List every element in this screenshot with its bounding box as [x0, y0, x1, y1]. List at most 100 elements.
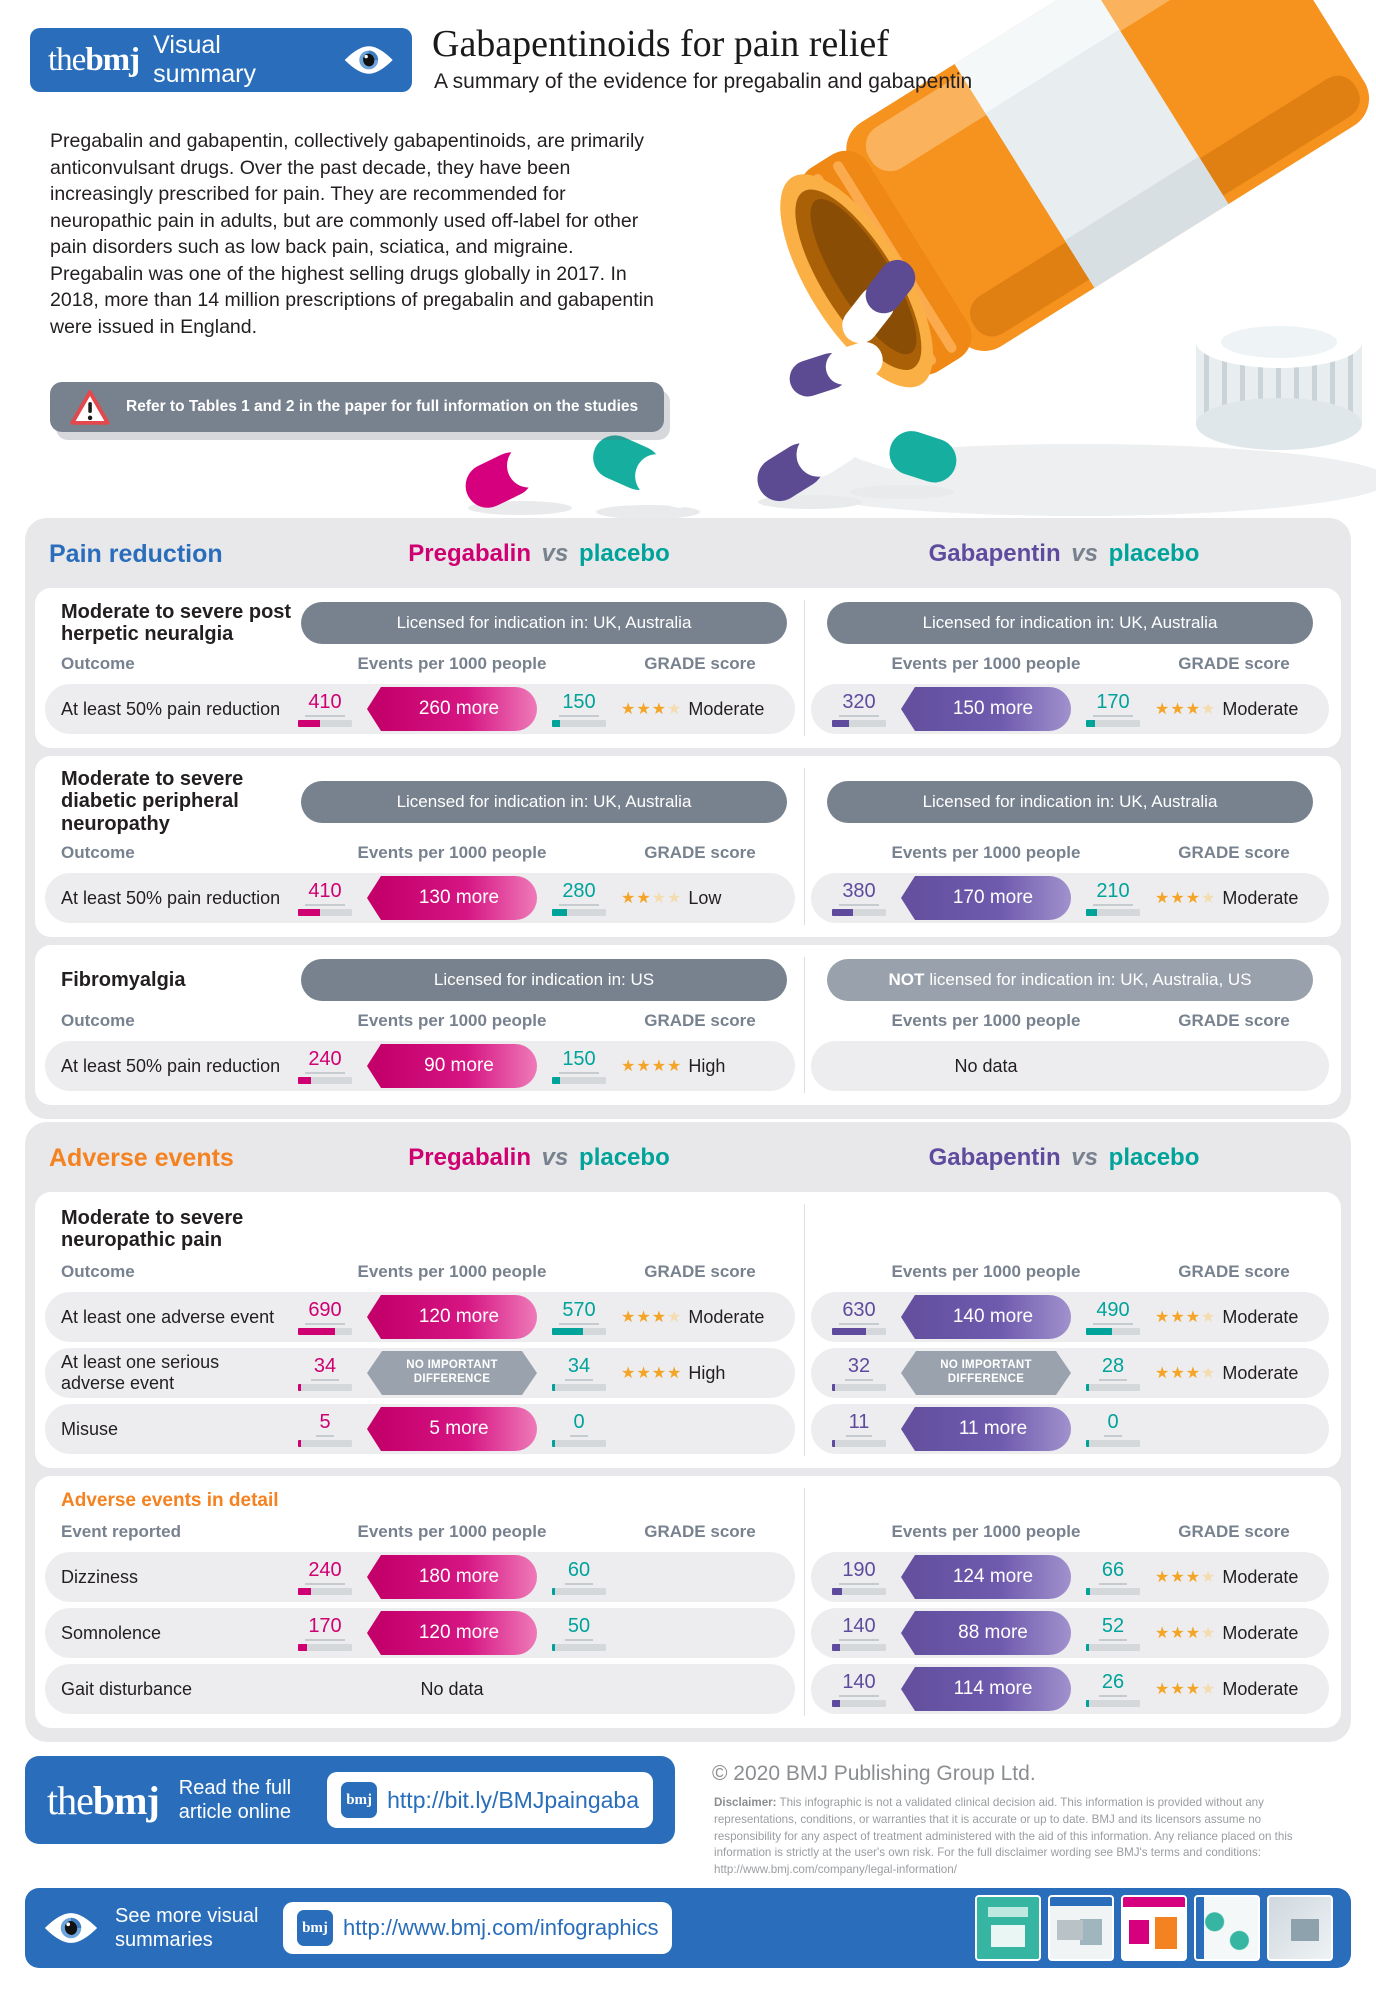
placebo-events-value: 26 — [1081, 1671, 1145, 1707]
bmj-badge-icon: bmj — [297, 1910, 333, 1946]
no-data-label: No data — [954, 1055, 1018, 1076]
drug-events-value: 320 — [827, 691, 891, 727]
star-rating: ★★★★ — [621, 1365, 683, 1382]
warning-text: Refer to Tables 1 and 2 in the paper for… — [126, 398, 639, 415]
article-url-text: http://bit.ly/BMJpaingaba — [387, 1786, 639, 1813]
table-row: Dizziness 240 180 more 60 190 124 more 6… — [45, 1552, 1331, 1602]
copyright-notice: © 2020 BMJ Publishing Group Ltd. — [712, 1762, 1036, 1785]
placebo-events-value: 60 — [547, 1559, 611, 1595]
column-header-events: Events per 1000 people — [891, 1522, 1081, 1541]
grade-score: ★★★★ High — [621, 1362, 726, 1383]
see-more-banner: See more visual summaries bmj http://www… — [25, 1888, 1351, 1968]
column-header-grade: GRADE score — [644, 1522, 756, 1541]
infographic-thumbnail[interactable] — [1121, 1895, 1187, 1961]
condition-card-diabetic-peripheral-neuropathy: Moderate to severe diabetic peripheral n… — [35, 756, 1341, 938]
placebo-events-value: 570 — [547, 1299, 611, 1335]
drug-events-value: 170 — [293, 1615, 357, 1651]
bmj-logo: thebmj — [48, 41, 140, 78]
condition-card-fibromyalgia: Fibromyalgia Licensed for indication in:… — [35, 945, 1341, 1106]
condition-card-post-herpetic-neuralgia: Moderate to severe post herpetic neuralg… — [35, 588, 1341, 748]
outcome-label: At least 50% pain reduction — [61, 1055, 281, 1076]
infographic-thumbnail[interactable] — [975, 1895, 1041, 1961]
warning-triangle-icon — [70, 389, 110, 425]
no-data-label: No data — [420, 1678, 484, 1699]
intro-paragraph: Pregabalin and gabapentin, collectively … — [50, 130, 654, 338]
column-header-events: Events per 1000 people — [357, 1262, 547, 1281]
bottle-body — [846, 0, 1370, 351]
table-row: At least 50% pain reduction 410 260 more… — [45, 684, 1331, 734]
column-header-events: Events per 1000 people — [357, 654, 547, 673]
eye-icon — [44, 1913, 98, 1943]
drug-events-value: 410 — [293, 691, 357, 727]
effect-arrow: 120 more — [367, 1611, 537, 1655]
placebo-events-value: 66 — [1081, 1559, 1145, 1595]
drug-events-value: 190 — [827, 1559, 891, 1595]
outcome-label: Misuse — [61, 1418, 119, 1439]
effect-arrow: 114 more — [901, 1667, 1071, 1711]
license-badge: Licensed for indication in: UK, Australi… — [301, 780, 787, 823]
effect-arrow: 5 more — [367, 1407, 537, 1451]
effect-arrow: 11 more — [901, 1407, 1071, 1451]
star-rating: ★★★★ — [1155, 890, 1217, 908]
disclaimer-text: Disclaimer: This infographic is not a va… — [714, 1796, 1293, 1877]
column-header-grade: GRADE score — [1178, 1522, 1290, 1541]
license-badge: Licensed for indication in: UK, Australi… — [827, 780, 1313, 823]
grade-score: ★★★★ Moderate — [1155, 1678, 1299, 1699]
star-rating: ★★★★ — [621, 890, 683, 908]
section-title-pain-reduction: Pain reduction — [49, 539, 223, 568]
placebo-events-value: 0 — [547, 1411, 611, 1447]
drug-events-value: 240 — [293, 1559, 357, 1595]
adverse-events-section: Adverse events Pregabalin vs placebo Gab… — [25, 1122, 1351, 1742]
infographic-thumbnail[interactable] — [1194, 1895, 1260, 1961]
grade-score: ★★★★ Moderate — [1155, 698, 1299, 719]
table-row: At least 50% pain reduction 240 90 more … — [45, 1041, 1331, 1092]
column-header-grade: GRADE score — [1178, 1011, 1290, 1031]
column-header-events: Events per 1000 people — [357, 1522, 547, 1541]
page-title: Gabapentinoids for pain relief — [432, 23, 889, 65]
effect-arrow: 170 more — [901, 876, 1071, 921]
grade-score: ★★★★ Moderate — [1155, 1566, 1299, 1587]
effect-arrow: 90 more — [367, 1044, 537, 1089]
grade-score: ★★★★ Moderate — [1155, 1622, 1299, 1643]
outcome-label: At least 50% pain reduction — [61, 887, 281, 908]
adverse-events-card: Moderate to severe neuropathic pain Outc… — [35, 1192, 1341, 1468]
pregabalin-vs-placebo-header: Pregabalin vs placebo — [408, 540, 670, 567]
grade-score: ★★★★ High — [621, 1055, 726, 1076]
placebo-events-value: 150 — [547, 1048, 611, 1085]
article-url-link[interactable]: bmj http://bit.ly/BMJpaingaba — [327, 1772, 653, 1828]
column-header-events: Events per 1000 people — [891, 654, 1081, 673]
effect-arrow: 180 more — [367, 1555, 537, 1599]
bmj-brand-banner: thebmj Visual summary — [30, 28, 412, 92]
column-header-events: Events per 1000 people — [891, 843, 1081, 863]
drug-events-value: 11 — [827, 1411, 891, 1447]
bottle-cap — [1196, 316, 1362, 450]
effect-arrow: 260 more — [367, 687, 537, 731]
infographic-thumbnail[interactable] — [1048, 1895, 1114, 1961]
infographic-thumbnail[interactable] — [1267, 1895, 1333, 1961]
outcome-label: At least 50% pain reduction — [61, 698, 281, 719]
drug-events-value: 140 — [827, 1671, 891, 1707]
effect-arrow: 140 more — [901, 1295, 1071, 1339]
capsule-icon — [465, 433, 573, 508]
visual-summary-label: Visual summary — [153, 31, 256, 88]
grade-score: ★★★★ Moderate — [1155, 1362, 1299, 1383]
column-header-events: Events per 1000 people — [891, 1011, 1081, 1031]
table-row: At least 50% pain reduction 410 130 more… — [45, 873, 1331, 924]
placebo-events-value: 52 — [1081, 1615, 1145, 1651]
drug-events-value: 32 — [827, 1355, 891, 1391]
column-header-events: Events per 1000 people — [891, 1262, 1081, 1281]
column-header-event-reported: Event reported — [61, 1522, 181, 1541]
column-header-grade: GRADE score — [644, 843, 756, 863]
column-header-events: Events per 1000 people — [357, 1011, 547, 1031]
column-header-outcome: Outcome — [61, 1011, 135, 1031]
capsule-icon — [845, 416, 957, 483]
table-row: Misuse 5 5 more 0 11 11 more 0 — [45, 1404, 1331, 1454]
grade-score: ★★★★ Moderate — [621, 698, 765, 719]
star-rating: ★★★★ — [621, 1309, 683, 1326]
capsule-icon — [757, 419, 861, 502]
placebo-events-value: 210 — [1081, 880, 1145, 917]
capsule-icon — [842, 259, 916, 344]
read-article-banner: thebmj Read the full article online bmj … — [25, 1756, 675, 1844]
not-licensed-badge: NOT licensed for indication in: UK, Austr… — [827, 959, 1313, 1002]
infographics-url-link[interactable]: bmj http://www.bmj.com/infographics — [283, 1902, 673, 1954]
